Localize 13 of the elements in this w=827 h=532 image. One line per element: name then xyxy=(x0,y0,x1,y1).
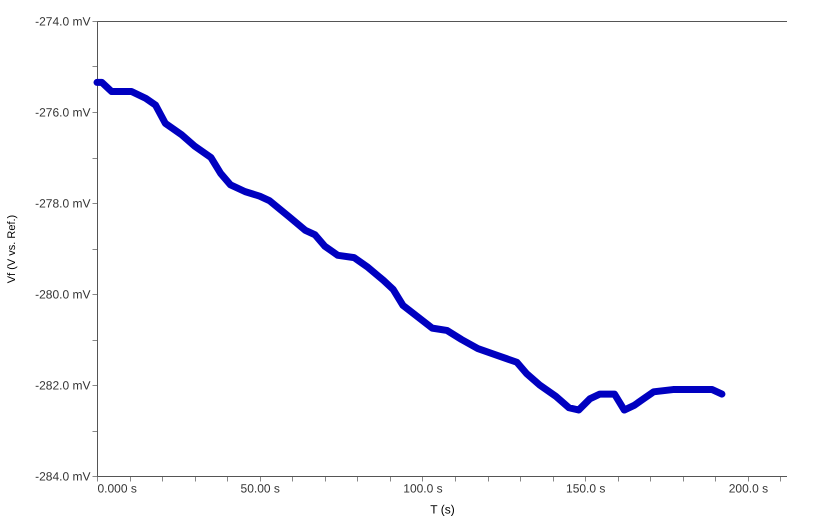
y-axis-title: Vf (V vs. Ref.) xyxy=(6,214,18,284)
x-tick-label: 100.0 s xyxy=(403,482,443,496)
x-tick-label: 200.0 s xyxy=(728,482,768,496)
y-tick-label: -282.0 mV xyxy=(35,378,90,392)
x-tick-label: 0.000 s xyxy=(98,482,137,496)
x-tick-label: 50.00 s xyxy=(240,482,280,496)
y-tick-label: -276.0 mV xyxy=(35,106,90,120)
y-tick-label: -278.0 mV xyxy=(35,196,90,210)
x-tick-label: 150.0 s xyxy=(566,482,606,496)
y-tick-label: -280.0 mV xyxy=(35,288,90,302)
y-tick-label: -284.0 mV xyxy=(35,470,90,484)
x-axis-title: T (s) xyxy=(430,502,455,516)
y-tick-label: -274.0 mV xyxy=(35,14,90,28)
